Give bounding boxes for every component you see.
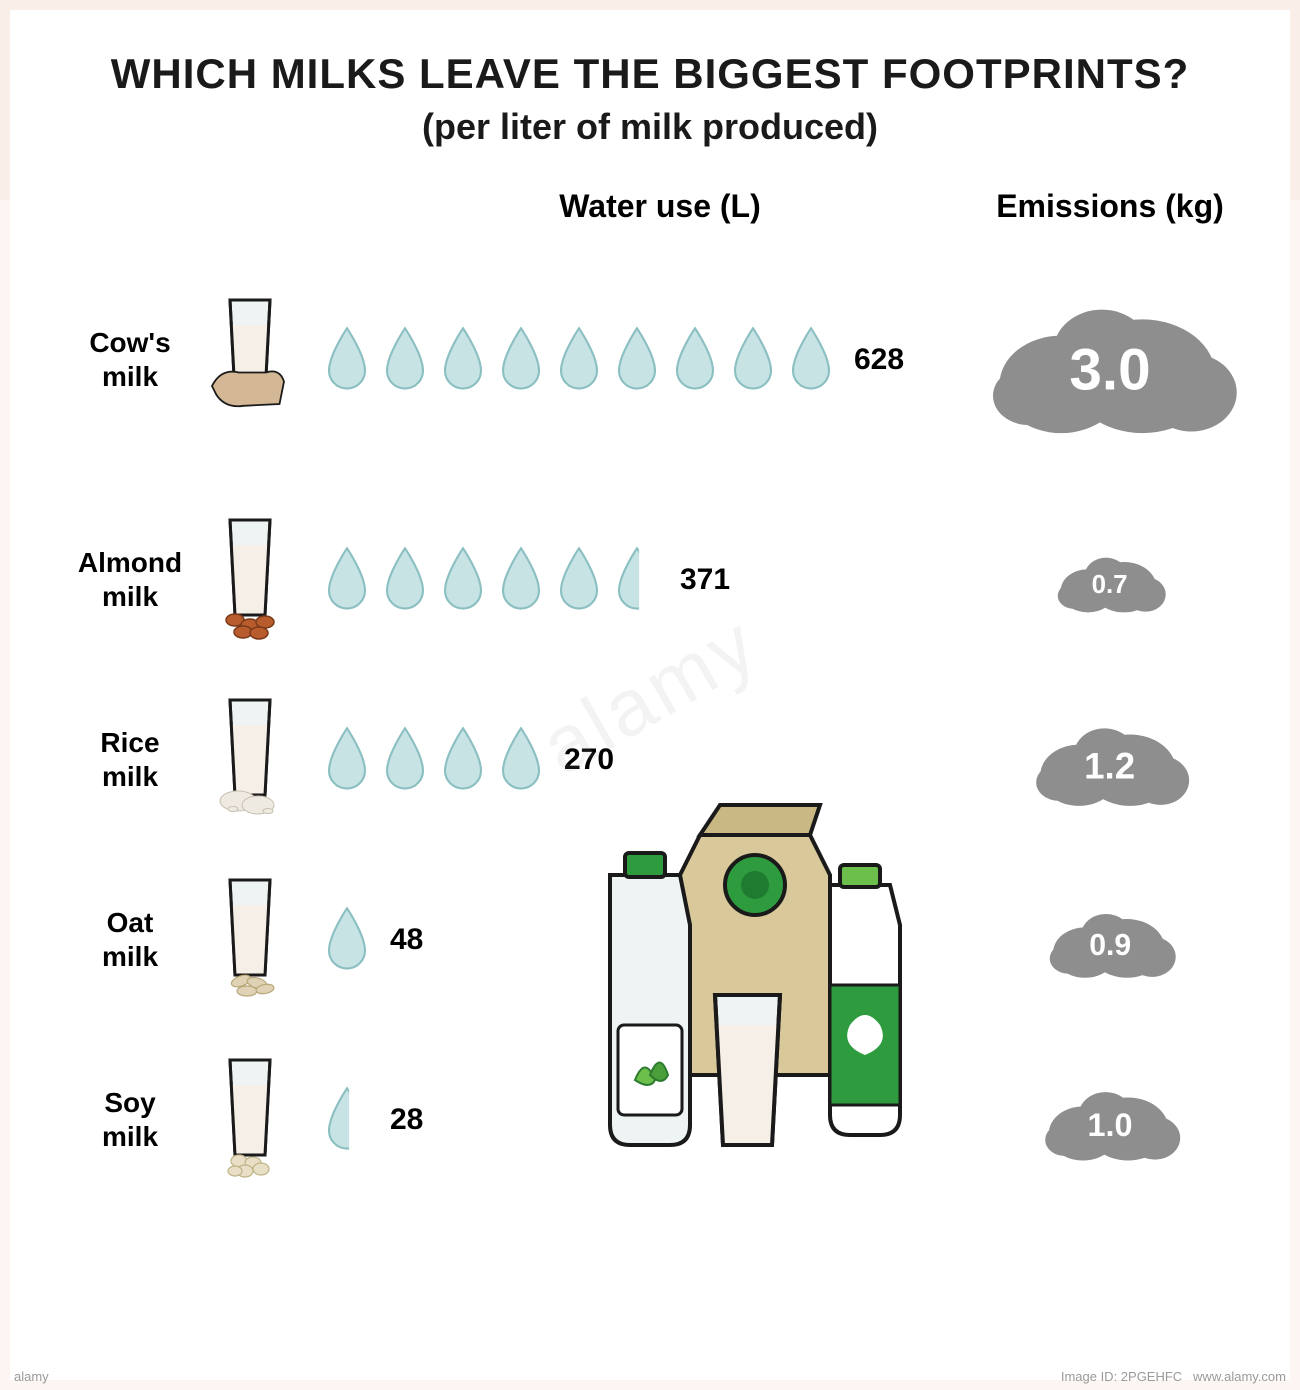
- svg-text:0.7: 0.7: [1092, 571, 1128, 599]
- page-subtitle: (per liter of milk produced): [60, 106, 1240, 148]
- milk-label: Oatmilk: [60, 906, 200, 973]
- water-value: 371: [680, 563, 730, 597]
- emissions-cloud: 0.7: [980, 544, 1240, 616]
- milk-glass-icon: [200, 295, 300, 425]
- water-value: 28: [390, 1103, 423, 1137]
- water-drops: 371: [300, 543, 980, 617]
- infographic-canvas: WHICH MILKS LEAVE THE BIGGEST FOOTPRINTS…: [10, 10, 1290, 1380]
- emissions-cloud: 3.0: [980, 255, 1240, 465]
- water-column-header: Water use (L): [340, 188, 980, 225]
- svg-text:1.2: 1.2: [1084, 745, 1135, 786]
- emissions-cloud: 0.9: [980, 898, 1240, 982]
- milk-glass-icon: [200, 515, 300, 645]
- svg-text:1.0: 1.0: [1087, 1107, 1132, 1143]
- emissions-cloud: 1.2: [980, 709, 1240, 811]
- svg-text:3.0: 3.0: [1069, 337, 1150, 402]
- milk-bottles-illustration: [550, 795, 930, 1160]
- column-headers: Water use (L) Emissions (kg): [60, 188, 1240, 225]
- water-value: 48: [390, 923, 423, 957]
- svg-text:0.9: 0.9: [1089, 929, 1131, 962]
- milk-glass-icon: [200, 875, 300, 1005]
- milk-row: Cow'smilk 628: [60, 255, 1240, 465]
- milk-label: Almondmilk: [60, 546, 200, 613]
- water-value: 628: [854, 343, 904, 377]
- watermark-bar: alamy Image ID: 2PGEHFC www.alamy.com: [0, 1369, 1300, 1384]
- milk-glass-icon: [200, 695, 300, 825]
- water-drops: 270: [300, 723, 980, 797]
- milk-label: Soymilk: [60, 1086, 200, 1153]
- milk-label: Cow'smilk: [60, 326, 200, 393]
- milk-glass-icon: [200, 1055, 300, 1185]
- water-drops: 628: [300, 323, 980, 397]
- watermark-left: alamy: [14, 1369, 49, 1384]
- watermark-right: Image ID: 2PGEHFC www.alamy.com: [1061, 1369, 1286, 1384]
- milk-label: Ricemilk: [60, 726, 200, 793]
- milk-row: Almondmilk 371: [60, 515, 1240, 645]
- water-value: 270: [564, 743, 614, 777]
- emissions-cloud: 1.0: [980, 1075, 1240, 1165]
- page-title: WHICH MILKS LEAVE THE BIGGEST FOOTPRINTS…: [60, 50, 1240, 98]
- emissions-column-header: Emissions (kg): [980, 188, 1240, 225]
